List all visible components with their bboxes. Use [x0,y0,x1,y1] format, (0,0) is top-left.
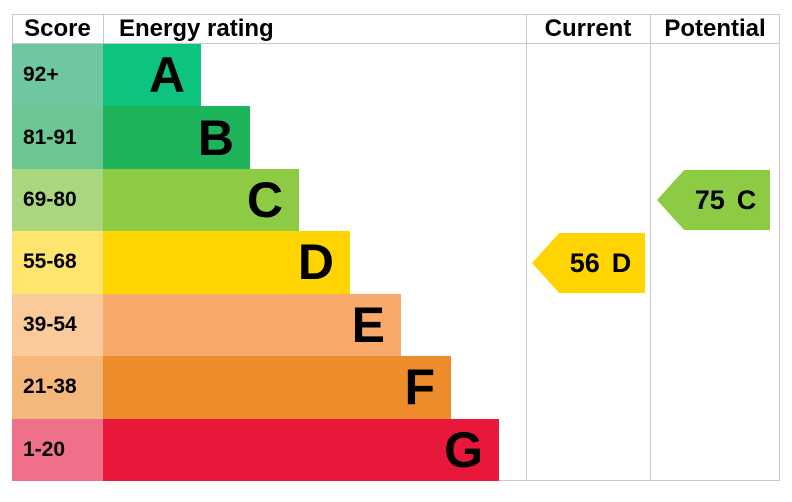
score-range-f: 21-38 [12,356,103,419]
header-energy-rating: Energy rating [119,15,274,42]
band-row-b: 81-91 B [12,106,780,169]
potential-score-value: 75 [694,184,725,215]
band-bar-d: D [103,231,350,294]
rating-bands: 92+ A 81-91 B 69-80 C 55-68 D 39-54 E 21-38 F 1-20 G [12,44,780,481]
score-range-g: 1-20 [12,418,103,481]
band-letter-a: A [148,47,185,104]
band-row-e: 39-54 E [12,293,780,357]
current-rating-arrow: 56 D [532,233,645,293]
potential-rating-arrow: 75 C [657,170,770,230]
band-letter-c: C [246,172,283,229]
grid-line-current-divider [526,14,527,481]
grid-line-right [779,14,780,481]
band-row-g: 1-20 G [12,418,780,481]
score-range-d: 55-68 [12,231,103,294]
header-current: Current [544,15,632,42]
band-row-a: 92+ A [12,44,780,107]
band-bar-e: E [103,293,401,357]
grid-line-score-divider [103,14,104,44]
potential-rating-letter: C [736,184,757,215]
band-row-f: 21-38 F [12,356,780,419]
band-bar-a: A [103,44,201,107]
current-rating-letter: D [611,247,632,278]
grid-line-top [12,14,780,15]
band-bar-g: G [103,418,499,481]
score-range-e: 39-54 [12,293,103,357]
header-score: Score [24,15,91,42]
band-row-d: 55-68 D [12,231,780,294]
current-score-value: 56 [569,247,600,278]
band-row-c: 69-80 C [12,168,780,232]
score-range-c: 69-80 [12,168,103,232]
header-potential: Potential [664,15,766,42]
grid-line-header-left [12,14,13,44]
band-letter-b: B [197,109,234,166]
score-range-b: 81-91 [12,106,103,169]
band-letter-d: D [297,234,334,291]
score-range-a: 92+ [12,44,103,107]
grid-line-header-bottom [12,43,780,44]
band-bar-c: C [103,168,299,232]
epc-table: Score Energy rating Current Potential 92… [12,14,780,482]
band-letter-g: G [444,421,483,478]
band-letter-e: E [351,296,385,353]
band-letter-f: F [404,359,435,416]
band-bar-f: F [103,356,451,419]
band-bar-b: B [103,106,250,169]
grid-line-potential-divider [650,14,651,481]
